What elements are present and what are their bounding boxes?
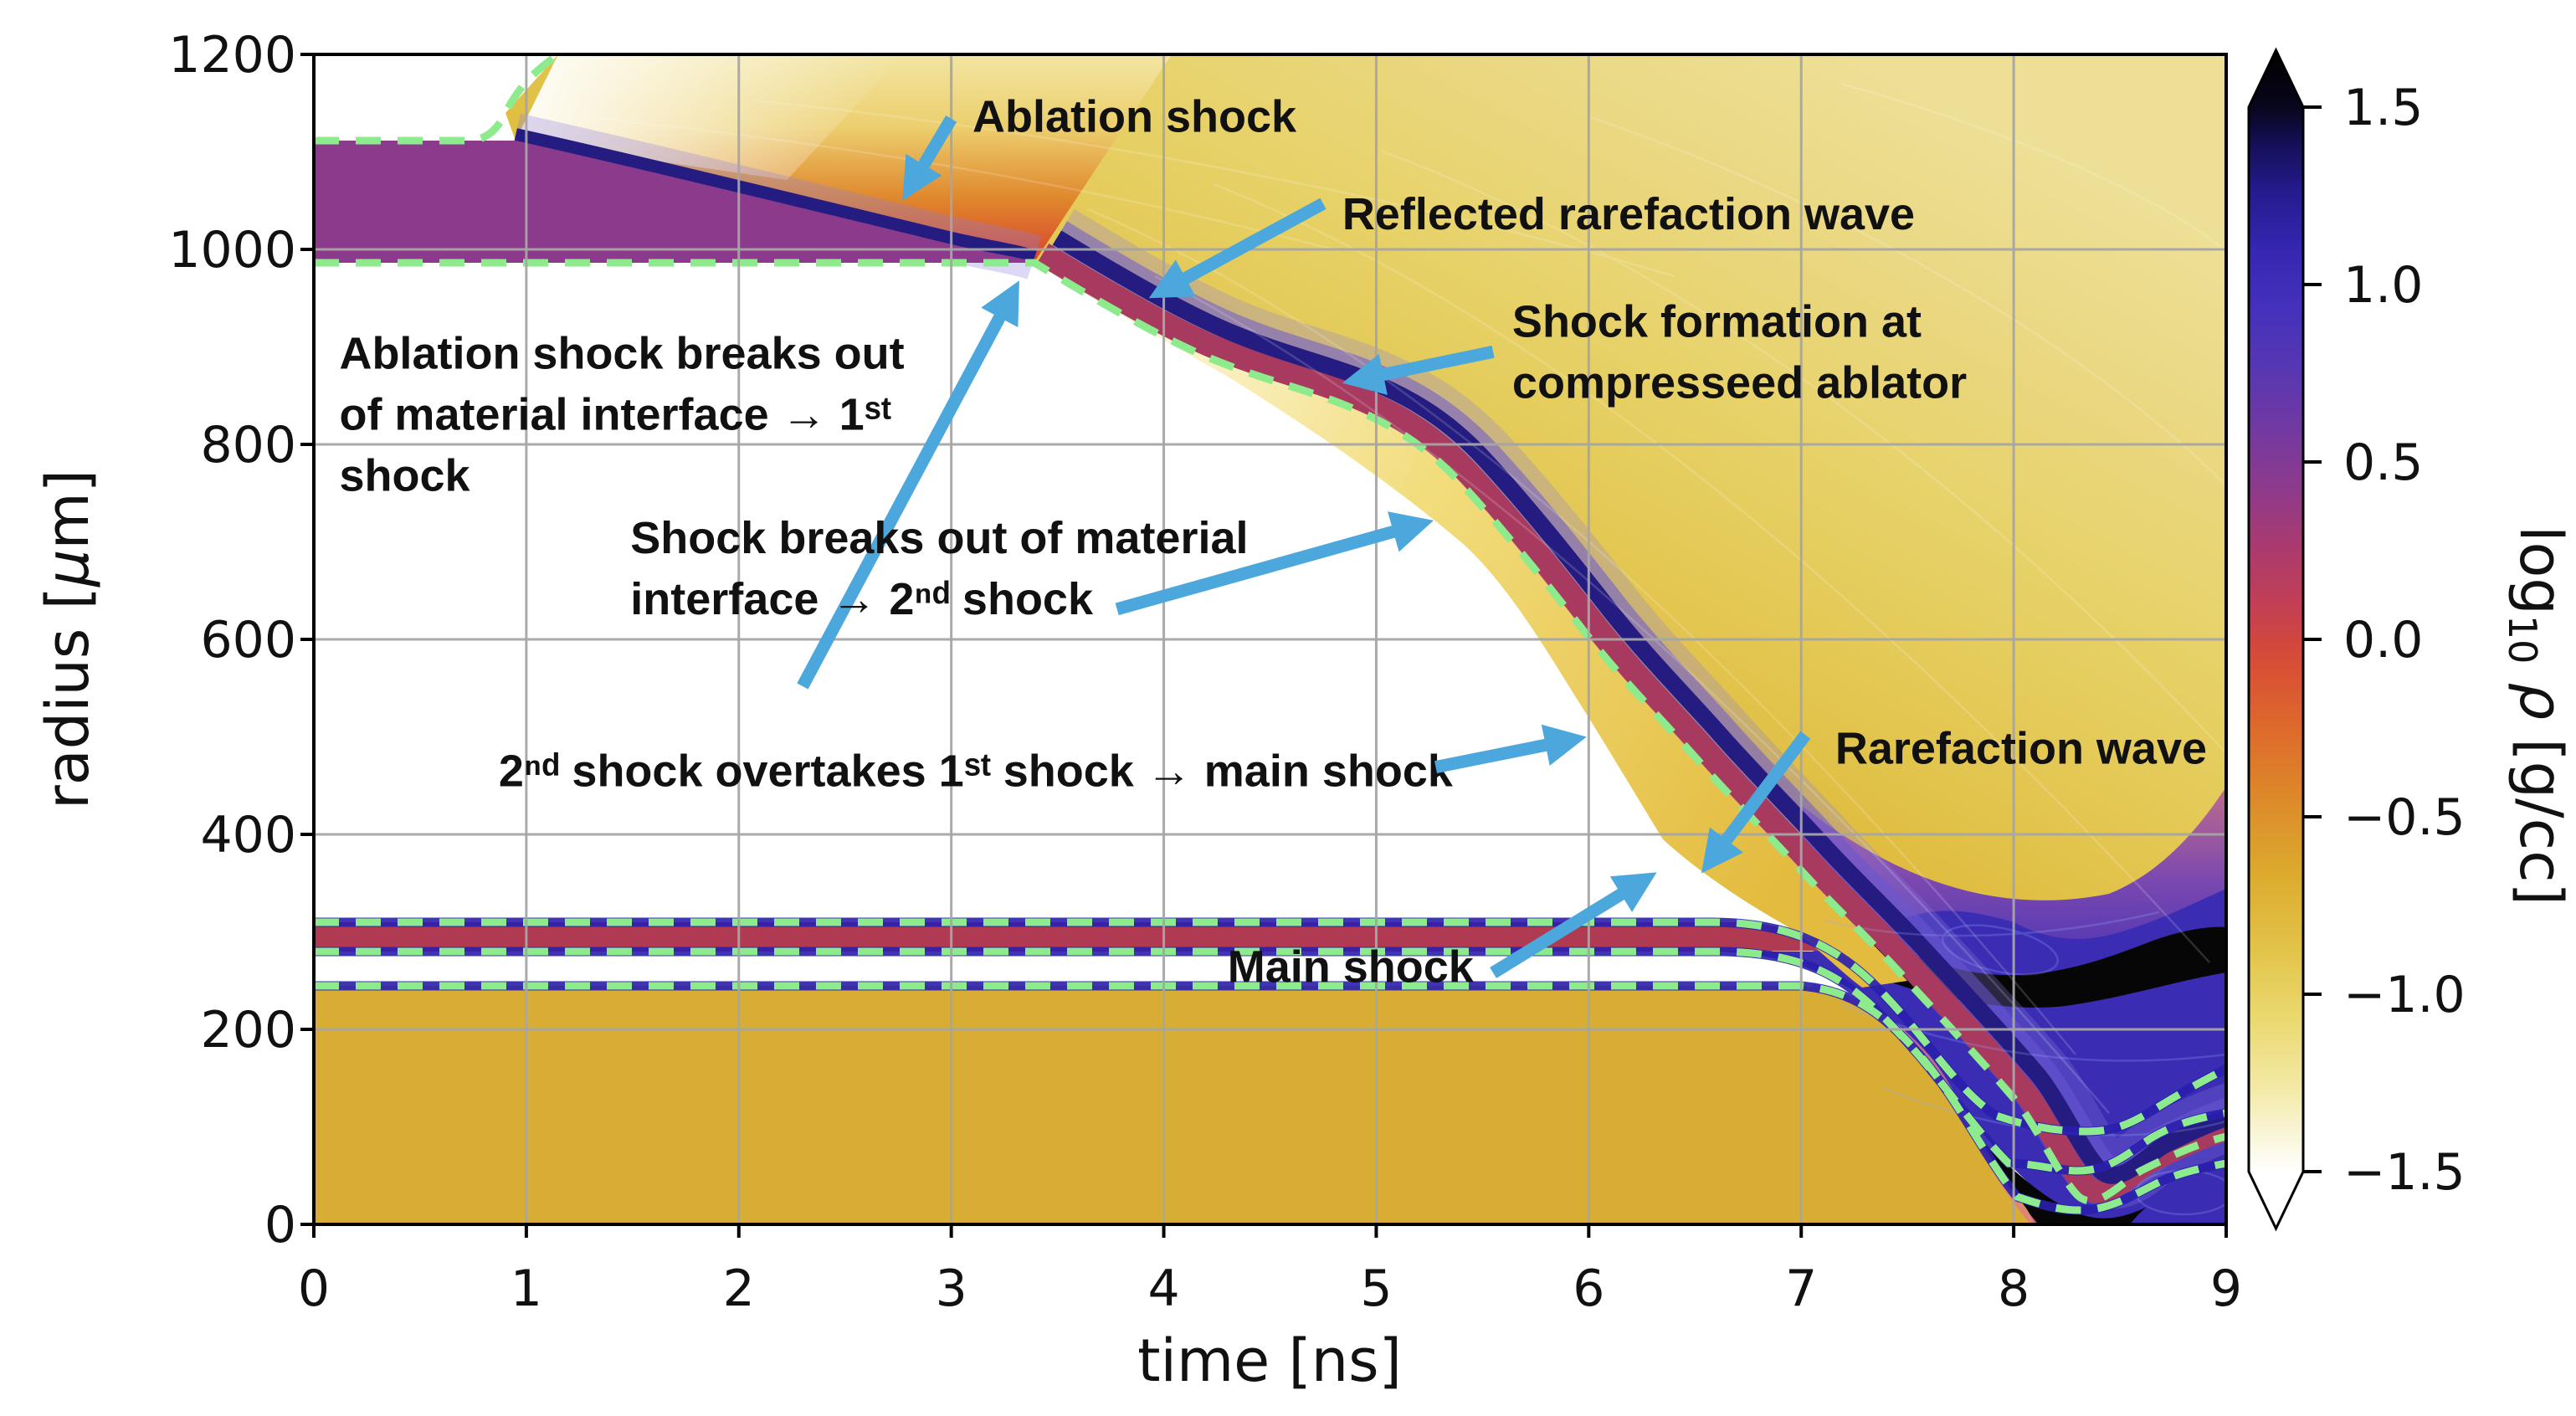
x-tick-label: 9 xyxy=(2210,1260,2242,1318)
x-tick-label: 8 xyxy=(1998,1260,2029,1318)
annotation-arrow-head-shock-formation xyxy=(1342,353,1388,395)
annotation-arrow-shaft-rarefaction-wave xyxy=(1718,731,1811,848)
annotation-arrow-shaft-second-shock xyxy=(1115,524,1400,616)
blowoff-plasma-region xyxy=(505,54,2226,1201)
x-tick-label: 2 xyxy=(723,1260,755,1318)
annotation-arrow-head-main-shock-formed xyxy=(1541,724,1587,766)
axis-labels: time [ns] radius [μm] xyxy=(33,469,1402,1395)
crimson-layer xyxy=(314,922,1833,952)
shocked-fuel-strip xyxy=(1034,263,1907,988)
x-tick-label: 4 xyxy=(1147,1260,1179,1318)
colorbar-tick-label: 0.0 xyxy=(2343,611,2423,670)
colorbar-tick-label: −0.5 xyxy=(2343,788,2466,847)
material-interfaces-dashed xyxy=(314,54,2226,1214)
colorbar-ticks: 1.5 1.0 0.5 0.0 −0.5 −1.0 −1.5 xyxy=(2303,79,2466,1202)
x-tick-label: 6 xyxy=(1573,1260,1604,1318)
x-tick-label: 0 xyxy=(298,1260,330,1318)
annotation-arrow-shaft-shock-formation xyxy=(1377,345,1495,382)
annotation-arrow-shaft-ablation-shock xyxy=(916,115,957,172)
colorbar-tick-label: −1.5 xyxy=(2343,1143,2466,1202)
colorbar-label: log10 ρ [g/cc] xyxy=(2500,526,2575,906)
x-tick-label: 5 xyxy=(1360,1260,1392,1318)
x-tick-label: 7 xyxy=(1785,1260,1817,1318)
x-tick-label: 3 xyxy=(936,1260,967,1318)
y-tick-label: 800 xyxy=(200,416,296,475)
x-axis-label: time [ns] xyxy=(1137,1326,1402,1395)
annotation-text-first-shock: Ablation shock breaks out of material int… xyxy=(339,329,904,501)
colorbar-tick-label: 1.5 xyxy=(2343,79,2423,137)
y-tick-label: 0 xyxy=(264,1196,296,1254)
colorbar: 1.5 1.0 0.5 0.0 −0.5 −1.0 −1.5 log10 ρ [g/cc] xyxy=(2247,47,2575,1232)
interface-main xyxy=(314,259,2226,1205)
y-tick-label: 200 xyxy=(200,1001,296,1059)
annotation-arrow-shaft-main-shock xyxy=(1490,886,1629,978)
annotation-arrow-head-main-shock xyxy=(1609,872,1657,912)
gridlines xyxy=(314,54,2226,1224)
interface-r310 xyxy=(314,918,2226,1136)
y-axis-label: radius [μm] xyxy=(33,469,102,809)
heatmap-art xyxy=(314,54,2226,1224)
gold-fuel-region xyxy=(314,986,2035,1224)
annotation-text-main-shock: Main shock xyxy=(1228,941,1475,992)
axis-ticks: 0 1 2 3 4 5 6 7 8 9 0 200 400 600 800 1000 1200 xyxy=(168,26,2242,1318)
annotation-text-rarefaction-wave: Rarefaction wave xyxy=(1835,724,2207,774)
contour-texture-upper xyxy=(585,82,2226,1114)
interface-outer-corona xyxy=(314,54,561,145)
annotation-arrow-shaft-first-shock xyxy=(797,310,1008,690)
annotation-text-main-shock-formed: 2ⁿᵈ shock overtakes 1ˢᵗ shock → main sho… xyxy=(499,746,1454,796)
ablator-purple-band xyxy=(314,141,1034,263)
annotation-arrow-head-reflected-rarefaction-wave xyxy=(1148,259,1196,299)
colorbar-tick-label: 0.5 xyxy=(2343,434,2423,492)
annotation-text-shock-formation: Shock formation at compresseed ablator xyxy=(1512,296,1967,408)
colorbar-tick-label: 1.0 xyxy=(2343,256,2423,315)
x-tick-label: 1 xyxy=(511,1260,542,1318)
annotation-arrow-shaft-reflected-rarefaction-wave xyxy=(1178,198,1326,286)
interface-r280 xyxy=(314,947,2226,1175)
annotations-layer: Ablation shock Ablation shock breaks out o… xyxy=(339,92,2207,993)
y-tick-label: 1000 xyxy=(168,221,296,280)
colorbar-tick-label: −1.0 xyxy=(2343,966,2466,1024)
annotation-arrow-head-first-shock xyxy=(981,280,1019,328)
annotation-arrow-shaft-main-shock-formed xyxy=(1434,737,1552,773)
colorbar-bar xyxy=(2247,47,2305,1232)
annotation-arrow-head-rarefaction-wave xyxy=(1701,827,1743,874)
annotation-text-second-shock: Shock breaks out of material interface → … xyxy=(630,513,1248,624)
interface-r245 xyxy=(314,982,2226,1214)
annotation-arrow-head-ablation-shock xyxy=(902,154,942,201)
y-tick-label: 600 xyxy=(200,611,296,670)
y-tick-label: 400 xyxy=(200,806,296,864)
annotation-arrow-head-second-shock xyxy=(1388,511,1434,552)
indigo-corner-wedge xyxy=(2130,1176,2226,1224)
y-tick-label: 1200 xyxy=(168,26,296,85)
annotation-text-ablation-shock: Ablation shock xyxy=(972,92,1297,142)
annotation-text-reflected-rarefaction-wave: Reflected rarefaction wave xyxy=(1342,189,1915,239)
